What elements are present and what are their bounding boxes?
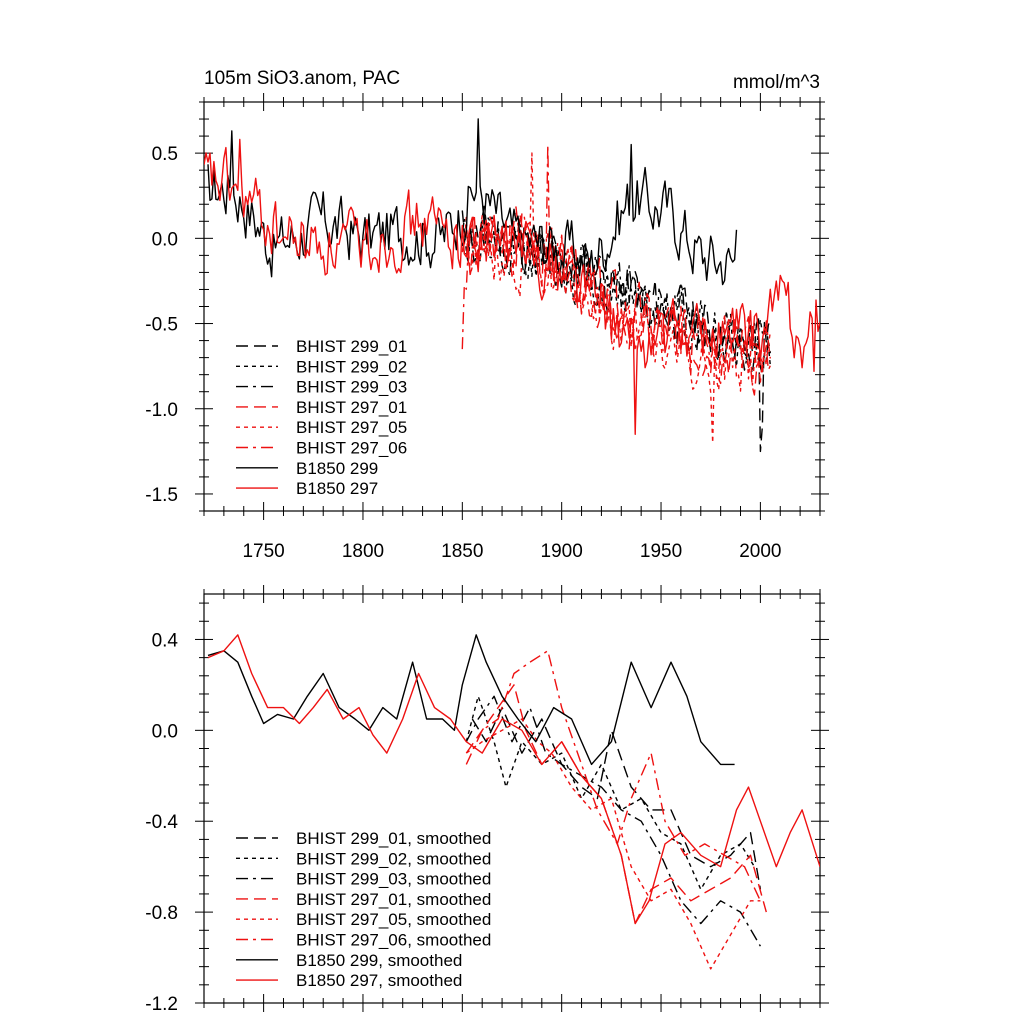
series-line-b1850-297-smoothed (207, 634, 820, 925)
legend-label: BHIST 299_03 (296, 378, 407, 397)
legend-label: B1850 297 (296, 479, 378, 498)
y-tick-label: -1.0 (145, 400, 178, 421)
legend-label: B1850 297, smoothed (296, 971, 462, 990)
legend-label: BHIST 297_01, smoothed (296, 890, 491, 909)
x-tick-label: 1900 (541, 541, 583, 562)
y-tick-label: 0.0 (152, 721, 178, 742)
legend-label: B1850 299 (296, 459, 378, 478)
series-line-b1850-297 (204, 138, 820, 435)
y-tick-label: -1.2 (145, 994, 178, 1015)
legend-label: BHIST 297_05, smoothed (296, 910, 491, 929)
x-tick-label: 1750 (242, 541, 284, 562)
chart-title: 105m SiO3.anom, PAC (204, 68, 400, 89)
series-group (204, 118, 820, 453)
legend-label: BHIST 299_03, smoothed (296, 870, 491, 889)
legend-label: BHIST 297_06, smoothed (296, 931, 491, 950)
legend-label: BHIST 299_01, smoothed (296, 829, 491, 848)
y-tick-label: 0.4 (152, 630, 179, 651)
y-tick-label: 0.0 (152, 229, 178, 250)
y-tick-label: -1.5 (145, 485, 178, 506)
series-line-bhist-299-01-smoothed (471, 706, 762, 890)
y-tick-label: 0.5 (152, 144, 178, 165)
legend-label: BHIST 299_02, smoothed (296, 849, 491, 868)
legend-label: BHIST 297_06 (296, 439, 407, 458)
x-tick-label: 1800 (342, 541, 384, 562)
series-line-bhist-299-02-smoothed (465, 695, 755, 891)
legend-label: B1850 299, smoothed (296, 951, 462, 970)
y-tick-label: -0.8 (145, 903, 178, 924)
plot-frame-smoothed (203, 593, 821, 1004)
y-tick-label: -0.4 (145, 812, 178, 833)
legend-label: BHIST 297_01 (296, 398, 407, 417)
series-line-bhist-297-06 (461, 143, 771, 375)
x-tick-label: 1950 (640, 541, 682, 562)
series-line-bhist-297-05-smoothed (465, 718, 761, 970)
series-line-bhist-299-02 (461, 216, 771, 368)
y-tick-label: -0.5 (145, 315, 178, 336)
legend-label: BHIST 299_02 (296, 357, 407, 376)
panel-smoothed (203, 593, 821, 1004)
x-tick-label: 2000 (739, 541, 781, 562)
x-tick-label: 1850 (441, 541, 483, 562)
series-line-b1850-299-smoothed (207, 634, 735, 766)
series-line-bhist-297-06-smoothed (465, 650, 762, 902)
legend-label: BHIST 297_05 (296, 418, 407, 437)
series-group (207, 634, 820, 970)
series-line-bhist-299-03-smoothed (465, 695, 762, 947)
legend-label: BHIST 299_01 (296, 337, 407, 356)
units-label: mmol/m^3 (733, 72, 820, 93)
